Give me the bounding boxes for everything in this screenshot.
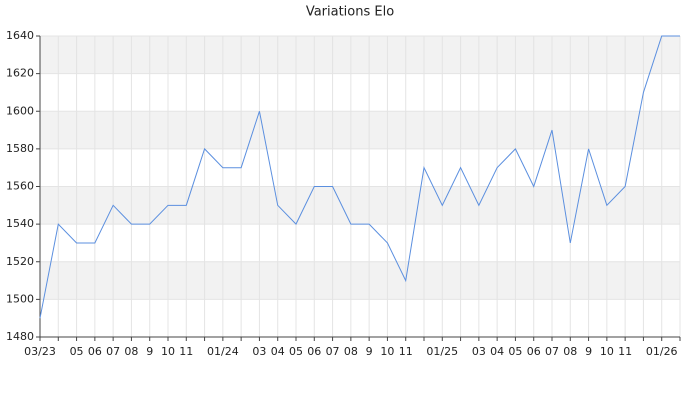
x-tick-label: 08 <box>344 345 358 358</box>
x-tick-label: 06 <box>307 345 321 358</box>
x-tick-label: 11 <box>399 345 413 358</box>
x-tick-label: 9 <box>146 345 153 358</box>
x-tick-label: 10 <box>600 345 614 358</box>
x-tick-label: 9 <box>585 345 592 358</box>
x-tick-label: 07 <box>545 345 559 358</box>
y-tick-label: 1480 <box>6 330 34 343</box>
x-tick-label: 08 <box>563 345 577 358</box>
x-tick-label: 05 <box>289 345 303 358</box>
x-tick-label: 06 <box>527 345 541 358</box>
x-tick-label: 10 <box>380 345 394 358</box>
x-tick-label: 05 <box>70 345 84 358</box>
x-tick-label: 01/25 <box>426 345 458 358</box>
y-tick-label: 1640 <box>6 29 34 42</box>
y-tick-label: 1500 <box>6 292 34 305</box>
chart-title: Variations Elo <box>306 5 394 20</box>
x-tick-label: 05 <box>508 345 522 358</box>
x-tick-label: 04 <box>271 345 285 358</box>
grid-band <box>40 186 680 225</box>
grid-band <box>40 36 680 74</box>
x-tick-label: 10 <box>161 345 175 358</box>
y-tick-label: 1600 <box>6 104 34 117</box>
x-tick-label: 01/24 <box>207 345 239 358</box>
x-tick-label: 06 <box>88 345 102 358</box>
x-tick-label: 01/26 <box>646 345 678 358</box>
x-tick-label: 11 <box>179 345 193 358</box>
x-tick-label: 03 <box>252 345 266 358</box>
x-tick-label: 03/23 <box>24 345 56 358</box>
grid-band <box>40 261 680 300</box>
y-tick-label: 1520 <box>6 255 34 268</box>
y-tick-label: 1560 <box>6 180 34 193</box>
y-tick-label: 1580 <box>6 142 34 155</box>
x-tick-label: 03 <box>472 345 486 358</box>
x-tick-label: 08 <box>124 345 138 358</box>
x-tick-label: 04 <box>490 345 504 358</box>
grid-band <box>40 111 680 149</box>
y-tick-label: 1620 <box>6 67 34 80</box>
x-tick-label: 07 <box>106 345 120 358</box>
x-tick-label: 07 <box>326 345 340 358</box>
x-tick-label: 11 <box>618 345 632 358</box>
x-tick-label: 9 <box>366 345 373 358</box>
line <box>39 35 680 319</box>
y-tick-label: 1540 <box>6 217 34 230</box>
